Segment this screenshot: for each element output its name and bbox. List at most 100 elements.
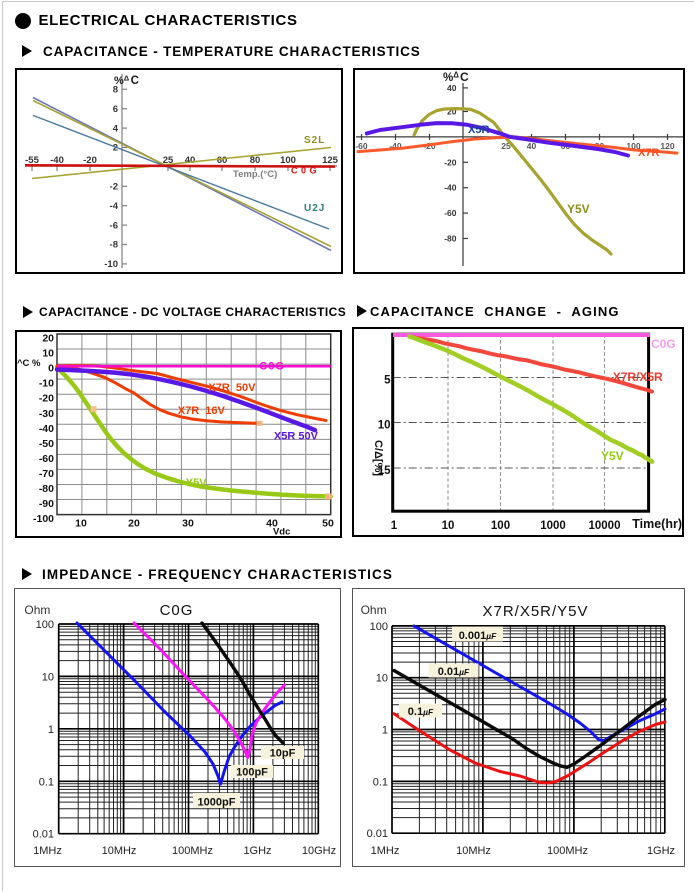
svg-text:1GHz: 1GHz [647, 845, 675, 857]
svg-text:0.1: 0.1 [373, 776, 388, 788]
svg-text:40: 40 [447, 83, 457, 93]
svg-text:100: 100 [626, 141, 640, 151]
svg-text:C/Δ[%]: C/Δ[%] [372, 440, 384, 476]
svg-text:-80: -80 [39, 483, 54, 495]
svg-text:50: 50 [322, 518, 334, 530]
svg-text:0.01: 0.01 [367, 828, 388, 840]
svg-text:10: 10 [376, 673, 388, 685]
svg-text:10: 10 [42, 671, 54, 683]
svg-text:Vdc: Vdc [273, 527, 290, 538]
svg-text:Y5V: Y5V [601, 449, 624, 463]
svg-text:0.01µF: 0.01µF [438, 666, 470, 678]
svg-text:1: 1 [48, 724, 54, 736]
svg-text:-10: -10 [39, 378, 54, 390]
svg-text:-60: -60 [355, 141, 368, 151]
svg-text:-80: -80 [444, 234, 457, 244]
svg-text:^C %: ^C % [17, 358, 41, 369]
svg-text:-20: -20 [83, 155, 97, 166]
svg-text:-20: -20 [39, 393, 54, 405]
svg-text:-6: -6 [110, 220, 118, 231]
svg-text:%ΔC: %ΔC [114, 74, 139, 88]
svg-text:C0G: C0G [160, 602, 194, 619]
svg-text:0.01: 0.01 [33, 829, 54, 841]
svg-text:U2J: U2J [304, 203, 325, 214]
svg-text:0: 0 [48, 363, 54, 375]
svg-text:10MHz: 10MHz [102, 845, 137, 857]
svg-text:C0G: C0G [651, 337, 676, 351]
svg-text:Time(hr): Time(hr) [632, 517, 682, 531]
svg-text:-90: -90 [39, 498, 54, 510]
svg-text:10MHz: 10MHz [456, 845, 491, 857]
svg-text:40: 40 [185, 155, 196, 166]
svg-text:-60: -60 [39, 453, 54, 465]
svg-text:-50: -50 [39, 438, 54, 450]
svg-text:10GHz: 10GHz [302, 845, 336, 857]
svg-text:5: 5 [384, 375, 391, 387]
svg-text:60: 60 [217, 155, 228, 166]
svg-text:10: 10 [42, 348, 54, 360]
svg-text:X5R 50V: X5R 50V [274, 431, 319, 443]
svg-text:X5R: X5R [468, 124, 489, 136]
svg-text:1GHz: 1GHz [243, 845, 271, 857]
svg-text:6: 6 [113, 104, 118, 115]
svg-text:100MHz: 100MHz [547, 845, 588, 857]
svg-text:20: 20 [128, 518, 140, 530]
svg-text:25: 25 [163, 155, 174, 166]
svg-text:40: 40 [266, 518, 278, 530]
svg-text:-100: -100 [33, 513, 54, 525]
svg-text:100: 100 [280, 155, 296, 166]
svg-text:20: 20 [447, 107, 457, 117]
svg-text:10000: 10000 [589, 520, 621, 532]
svg-text:-20: -20 [444, 157, 457, 167]
svg-text:-55: -55 [25, 155, 39, 166]
svg-text:C 0 G: C 0 G [291, 166, 317, 176]
svg-text:25: 25 [501, 141, 511, 151]
svg-text:80: 80 [250, 155, 261, 166]
svg-text:C0G: C0G [259, 361, 285, 373]
svg-text:-30: -30 [39, 408, 54, 420]
svg-text:40: 40 [527, 141, 537, 151]
svg-text:Y5V: Y5V [186, 477, 207, 489]
svg-text:125: 125 [322, 155, 339, 166]
svg-text:-40: -40 [39, 423, 54, 435]
svg-text:8: 8 [113, 85, 118, 96]
svg-text:-60: -60 [444, 208, 457, 218]
svg-text:-40: -40 [50, 155, 64, 166]
svg-text:1: 1 [382, 725, 388, 737]
svg-text:-40: -40 [444, 183, 457, 193]
svg-text:10: 10 [442, 520, 455, 532]
svg-text:100MHz: 100MHz [172, 845, 213, 857]
svg-text:1000: 1000 [540, 520, 566, 532]
svg-text:0.001µF: 0.001µF [459, 630, 497, 642]
svg-text:X7R: X7R [638, 147, 659, 159]
svg-text:Ohm: Ohm [361, 603, 387, 617]
svg-text:X7R/X5R: X7R/X5R [613, 370, 663, 384]
svg-text:-40: -40 [389, 141, 402, 151]
svg-text:S2L: S2L [304, 135, 325, 146]
svg-text:X7R/X5R/Y5V: X7R/X5R/Y5V [482, 603, 588, 620]
svg-text:-70: -70 [39, 468, 54, 480]
svg-text:1: 1 [391, 520, 398, 532]
svg-text:100: 100 [491, 520, 510, 532]
svg-text:120: 120 [660, 141, 674, 151]
svg-text:10: 10 [75, 518, 87, 530]
svg-text:Temp.(°C): Temp.(°C) [233, 169, 277, 180]
svg-text:-2: -2 [110, 182, 118, 193]
svg-text:10: 10 [378, 420, 391, 432]
svg-text:100: 100 [370, 621, 388, 633]
svg-text:0.1µF: 0.1µF [408, 706, 434, 718]
svg-text:1MHz: 1MHz [33, 845, 62, 857]
svg-text:15: 15 [378, 465, 391, 477]
svg-text:2: 2 [113, 143, 118, 154]
svg-text:Y5V: Y5V [567, 202, 590, 216]
svg-text:30: 30 [182, 518, 194, 530]
svg-text:-10: -10 [104, 259, 118, 270]
svg-text:-4: -4 [110, 201, 119, 212]
svg-text:4: 4 [113, 123, 119, 134]
svg-text:100pF: 100pF [236, 767, 268, 779]
svg-text:1000pF: 1000pF [198, 797, 236, 809]
svg-text:10pF: 10pF [270, 748, 296, 760]
svg-text:X7R 16V: X7R 16V [178, 405, 226, 417]
svg-text:20: 20 [42, 333, 54, 345]
svg-text:0.1: 0.1 [39, 776, 54, 788]
